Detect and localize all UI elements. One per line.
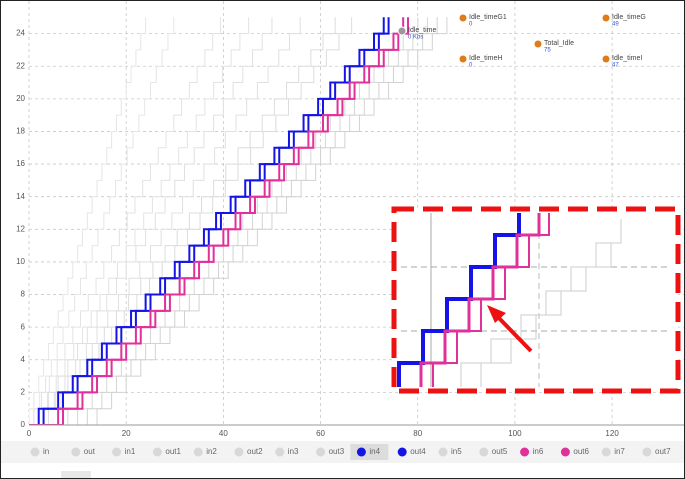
legend-label[interactable]: out3 <box>329 447 345 456</box>
inset-line <box>480 243 612 387</box>
legend-label[interactable]: in5 <box>451 447 462 456</box>
legend-label[interactable]: out1 <box>165 447 181 456</box>
legend-bar <box>1 441 684 463</box>
legend-swatch[interactable] <box>642 447 652 457</box>
y-tick-label: 6 <box>21 322 26 331</box>
x-tick-label: 20 <box>122 429 131 438</box>
arrow-head <box>487 305 506 323</box>
legend-label[interactable]: in4 <box>369 447 380 456</box>
legend-swatch[interactable] <box>234 447 244 457</box>
series-line <box>29 17 273 425</box>
annotation-icon <box>533 39 543 49</box>
y-tick-label: 2 <box>21 387 26 396</box>
annotation-value: 47 <box>612 63 619 69</box>
annotation-value: 75 <box>544 48 551 54</box>
series-line <box>29 17 147 425</box>
legend-swatch[interactable] <box>275 447 285 457</box>
scrollbar <box>61 471 91 478</box>
series-line <box>29 17 390 425</box>
annotation-label: Idle_timeI <box>612 55 642 62</box>
legend-label[interactable]: in2 <box>206 447 217 456</box>
legend-label[interactable]: in7 <box>614 447 625 456</box>
series-line <box>29 17 448 425</box>
y-tick-label: 0 <box>21 420 26 429</box>
inset-frame <box>391 206 681 394</box>
series-group <box>29 17 448 425</box>
y-tick-label: 10 <box>16 257 25 266</box>
inset-line <box>432 213 550 387</box>
annotation-value: 0 Kbs <box>408 35 423 41</box>
annotation-value: 49 <box>612 22 619 28</box>
y-tick-label: 14 <box>16 192 25 201</box>
y-tick-label: 24 <box>16 29 25 38</box>
legend-label[interactable]: out6 <box>573 447 589 456</box>
legend-label[interactable]: out7 <box>655 447 671 456</box>
legend-label[interactable]: out2 <box>247 447 263 456</box>
legend-label[interactable]: out4 <box>410 447 426 456</box>
x-tick-label: 60 <box>316 429 325 438</box>
annotation-icon <box>458 54 468 64</box>
legend-swatch[interactable] <box>30 447 40 457</box>
x-tick-label: 80 <box>413 429 422 438</box>
annotation-label: Idle_time <box>408 27 437 34</box>
legend: in out in1 out1 in2 out2 in3 out3 in4 out4 in5 out5… <box>30 444 671 460</box>
annotation-icon <box>458 13 468 23</box>
series-line <box>29 17 175 425</box>
series-line <box>29 17 221 425</box>
y-tick-label: 12 <box>16 224 25 233</box>
y-tick-label: 4 <box>21 355 26 364</box>
annotation-icon <box>397 26 407 36</box>
y-tick-label: 22 <box>16 61 25 70</box>
y-tick-label: 8 <box>21 290 26 299</box>
annotation-value: 0 <box>469 22 473 28</box>
legend-label[interactable]: in3 <box>288 447 299 456</box>
legend-swatch[interactable] <box>601 447 611 457</box>
legend-label[interactable]: in6 <box>533 447 544 456</box>
zoom-inset <box>391 206 681 394</box>
series-line <box>29 17 428 425</box>
legend-swatch[interactable] <box>438 447 448 457</box>
x-tick-label: 120 <box>605 429 619 438</box>
legend-swatch[interactable] <box>152 447 162 457</box>
y-tick-label: 18 <box>16 127 25 136</box>
series-line <box>29 17 385 425</box>
legend-swatch[interactable] <box>71 447 81 457</box>
x-tick-label: 100 <box>508 429 522 438</box>
legend-swatch[interactable] <box>479 447 489 457</box>
legend-label[interactable]: out <box>84 447 96 456</box>
inset-line <box>397 213 521 387</box>
series-line <box>29 17 438 425</box>
legend-swatch[interactable] <box>560 447 570 457</box>
legend-label[interactable]: out5 <box>492 447 508 456</box>
legend-label[interactable]: in1 <box>125 447 136 456</box>
legend-swatch[interactable] <box>520 447 530 457</box>
x-tick-label: 0 <box>27 429 32 438</box>
annotation-value: 0 <box>469 63 473 69</box>
legend-swatch[interactable] <box>112 447 122 457</box>
series-line <box>29 17 353 425</box>
x-tick-label: 40 <box>219 429 228 438</box>
series-line <box>29 17 410 425</box>
annotation-label: Idle_timeH <box>469 55 502 62</box>
annotation-icon <box>601 13 611 23</box>
y-tick-label: 16 <box>16 159 25 168</box>
legend-swatch[interactable] <box>397 447 407 457</box>
annotation-icon <box>601 54 611 64</box>
legend-swatch[interactable] <box>316 447 326 457</box>
legend-label[interactable]: in <box>43 447 49 456</box>
legend-swatch[interactable] <box>193 447 203 457</box>
annotation-label: Total_Idle <box>544 40 574 47</box>
annotation-label: Idle_timeG1 <box>469 14 507 21</box>
series-line <box>29 17 336 425</box>
arrow <box>493 312 533 353</box>
inset-line <box>460 219 622 387</box>
legend-swatch[interactable] <box>356 447 366 457</box>
y-tick-label: 20 <box>16 94 25 103</box>
series-line <box>29 17 301 425</box>
annotation-label: Idle_timeG <box>612 14 646 21</box>
